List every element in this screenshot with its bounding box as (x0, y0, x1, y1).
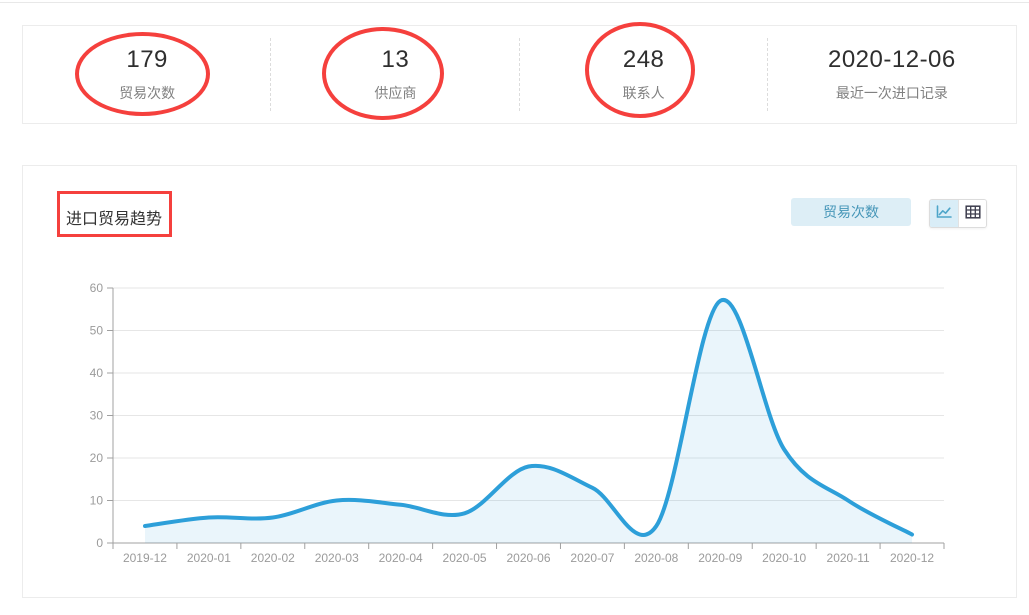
svg-text:2020-09: 2020-09 (698, 551, 742, 565)
last-import-date-label: 最近一次进口记录 (835, 85, 948, 101)
stat-suppliers: 13 供应商 (271, 26, 520, 123)
chart-view-toggle (929, 199, 987, 228)
svg-text:2020-06: 2020-06 (506, 551, 550, 565)
svg-text:2020-10: 2020-10 (762, 551, 806, 565)
table-grid-icon (964, 205, 981, 222)
svg-text:0: 0 (96, 536, 103, 550)
last-import-date-value: 2020-12-06 (827, 46, 956, 73)
svg-text:2020-01: 2020-01 (187, 551, 231, 565)
trend-chart: 0 10 20 30 40 50 60 2019-12 2020-01 2020-02 2020-0… (90, 281, 945, 565)
svg-text:2020-05: 2020-05 (443, 551, 487, 565)
stats-divider (518, 38, 520, 111)
svg-text:60: 60 (90, 281, 104, 295)
top-divider (0, 2, 1029, 3)
line-chart-view-button[interactable] (930, 200, 958, 227)
svg-text:20: 20 (90, 451, 104, 465)
suppliers-label: 供应商 (374, 85, 417, 101)
stat-last-import-date: 2020-12-06 最近一次进口记录 (768, 26, 1016, 123)
svg-text:2019-12: 2019-12 (123, 551, 167, 565)
trend-panel-title: 进口贸易趋势 (66, 211, 163, 228)
svg-text:10: 10 (90, 494, 104, 508)
contacts-label: 联系人 (622, 85, 665, 101)
stat-trade-count: 179 贸易次数 (23, 26, 272, 123)
trade-count-series-button[interactable]: 贸易次数 (791, 198, 911, 226)
trend-panel: 进口贸易趋势 贸易次数 0 10 20 30 40 50 60 2019-12 2020-01 2… (22, 165, 1017, 598)
stats-panel: 179 贸易次数 13 供应商 248 联系人 2020-12-06 最近一次进… (22, 25, 1017, 124)
svg-text:30: 30 (90, 409, 104, 423)
svg-text:2020-03: 2020-03 (315, 551, 359, 565)
svg-text:2020-07: 2020-07 (570, 551, 614, 565)
line-chart-icon (935, 204, 953, 223)
trade-count-value: 179 (126, 46, 168, 73)
svg-text:40: 40 (90, 366, 104, 380)
svg-text:2020-04: 2020-04 (379, 551, 423, 565)
stats-divider (766, 38, 768, 111)
svg-text:2020-11: 2020-11 (827, 551, 870, 565)
trade-count-label: 贸易次数 (119, 85, 176, 101)
stat-contacts: 248 联系人 (520, 26, 768, 123)
contacts-value: 248 (622, 46, 665, 73)
svg-text:2020-08: 2020-08 (634, 551, 678, 565)
svg-text:2020-02: 2020-02 (251, 551, 295, 565)
stats-divider (270, 38, 272, 111)
suppliers-value: 13 (381, 46, 410, 73)
svg-text:50: 50 (90, 324, 104, 338)
table-view-button[interactable] (958, 200, 986, 227)
svg-text:2020-12: 2020-12 (890, 551, 934, 565)
